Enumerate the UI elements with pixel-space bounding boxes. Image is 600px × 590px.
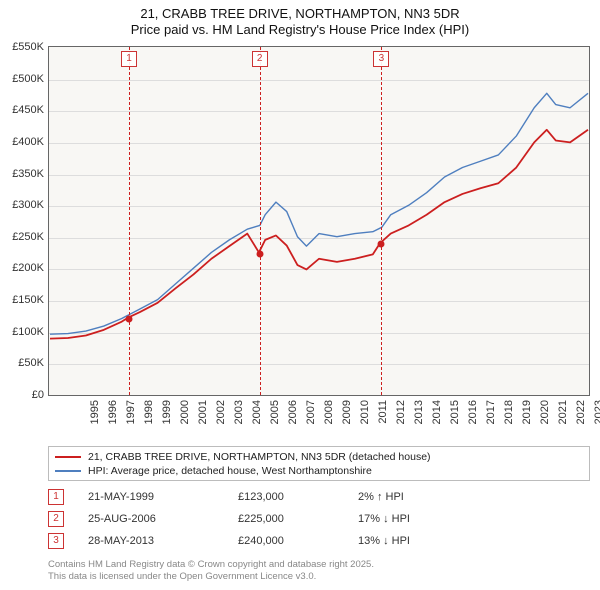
x-tick-label: 2016 — [467, 400, 479, 440]
x-tick-label: 2001 — [197, 400, 209, 440]
x-tick-label: 1998 — [143, 400, 155, 440]
x-tick-label: 2013 — [413, 400, 425, 440]
y-tick-label: £0 — [0, 389, 44, 401]
sale-badge: 3 — [373, 51, 389, 67]
sale-events-table: 1 21-MAY-1999£123,0002% ↑ HPI 2 25-AUG-2006… — [48, 486, 590, 552]
page-title-2: Price paid vs. HM Land Registry's House … — [0, 22, 600, 38]
legend-label: 21, CRABB TREE DRIVE, NORTHAMPTON, NN3 5… — [88, 450, 431, 464]
event-diff: 17% ↓ HPI — [358, 513, 478, 525]
x-tick-label: 2023 — [593, 400, 600, 440]
legend-label: HPI: Average price, detached house, West… — [88, 464, 372, 478]
x-tick-label: 2010 — [359, 400, 371, 440]
y-tick-label: £550K — [0, 41, 44, 53]
x-tick-label: 2022 — [575, 400, 587, 440]
footer-line-1: Contains HM Land Registry data © Crown c… — [48, 559, 374, 571]
x-tick-label: 2011 — [377, 400, 389, 440]
event-badge: 3 — [48, 533, 64, 549]
y-tick-label: £150K — [0, 294, 44, 306]
legend-swatch — [55, 470, 81, 472]
x-tick-label: 1999 — [161, 400, 173, 440]
event-badge: 2 — [48, 511, 64, 527]
sale-marker — [256, 250, 263, 257]
legend-row: 21, CRABB TREE DRIVE, NORTHAMPTON, NN3 5… — [55, 450, 583, 464]
footer-line-2: This data is licensed under the Open Gov… — [48, 571, 374, 583]
x-tick-label: 2014 — [431, 400, 443, 440]
event-badge: 1 — [48, 489, 64, 505]
x-tick-label: 2015 — [449, 400, 461, 440]
event-diff: 2% ↑ HPI — [358, 491, 478, 503]
x-tick-label: 2004 — [251, 400, 263, 440]
x-tick-label: 2006 — [287, 400, 299, 440]
event-date: 21-MAY-1999 — [88, 491, 238, 503]
y-tick-label: £500K — [0, 73, 44, 85]
sale-badge: 1 — [121, 51, 137, 67]
x-tick-label: 2007 — [305, 400, 317, 440]
x-tick-label: 2017 — [485, 400, 497, 440]
sale-vline — [129, 47, 130, 395]
event-price: £225,000 — [238, 513, 358, 525]
event-price: £123,000 — [238, 491, 358, 503]
x-tick-label: 2005 — [269, 400, 281, 440]
event-row: 3 28-MAY-2013£240,00013% ↓ HPI — [48, 530, 590, 552]
y-tick-label: £200K — [0, 262, 44, 274]
legend-row: HPI: Average price, detached house, West… — [55, 464, 583, 478]
footer: Contains HM Land Registry data © Crown c… — [48, 559, 374, 584]
x-tick-label: 1996 — [107, 400, 119, 440]
series-hpi — [50, 93, 588, 334]
x-tick-label: 1997 — [125, 400, 137, 440]
x-tick-label: 1995 — [89, 400, 101, 440]
legend: 21, CRABB TREE DRIVE, NORTHAMPTON, NN3 5… — [48, 446, 590, 481]
page-title-1: 21, CRABB TREE DRIVE, NORTHAMPTON, NN3 5… — [0, 6, 600, 22]
y-tick-label: £400K — [0, 136, 44, 148]
sale-vline — [260, 47, 261, 395]
y-tick-label: £300K — [0, 199, 44, 211]
x-tick-label: 2012 — [395, 400, 407, 440]
sale-badge: 2 — [252, 51, 268, 67]
x-tick-label: 2021 — [557, 400, 569, 440]
event-row: 1 21-MAY-1999£123,0002% ↑ HPI — [48, 486, 590, 508]
x-tick-label: 2008 — [323, 400, 335, 440]
y-tick-label: £100K — [0, 326, 44, 338]
event-row: 2 25-AUG-2006£225,00017% ↓ HPI — [48, 508, 590, 530]
y-tick-label: £250K — [0, 231, 44, 243]
legend-swatch — [55, 456, 81, 458]
sale-vline — [381, 47, 382, 395]
event-date: 28-MAY-2013 — [88, 535, 238, 547]
y-tick-label: £50K — [0, 357, 44, 369]
sale-marker — [126, 315, 133, 322]
plot-area: 1 2 3 — [48, 46, 590, 396]
event-diff: 13% ↓ HPI — [358, 535, 478, 547]
y-tick-label: £450K — [0, 104, 44, 116]
x-tick-label: 2003 — [233, 400, 245, 440]
line-chart: 123 £0£50K£100K£150K£200K£250K£300K£350K… — [48, 46, 590, 396]
event-price: £240,000 — [238, 535, 358, 547]
x-tick-label: 2009 — [341, 400, 353, 440]
x-tick-label: 2019 — [521, 400, 533, 440]
sale-marker — [378, 241, 385, 248]
x-tick-label: 2000 — [179, 400, 191, 440]
x-tick-label: 2020 — [539, 400, 551, 440]
y-tick-label: £350K — [0, 168, 44, 180]
event-date: 25-AUG-2006 — [88, 513, 238, 525]
x-tick-label: 2018 — [503, 400, 515, 440]
x-tick-label: 2002 — [215, 400, 227, 440]
